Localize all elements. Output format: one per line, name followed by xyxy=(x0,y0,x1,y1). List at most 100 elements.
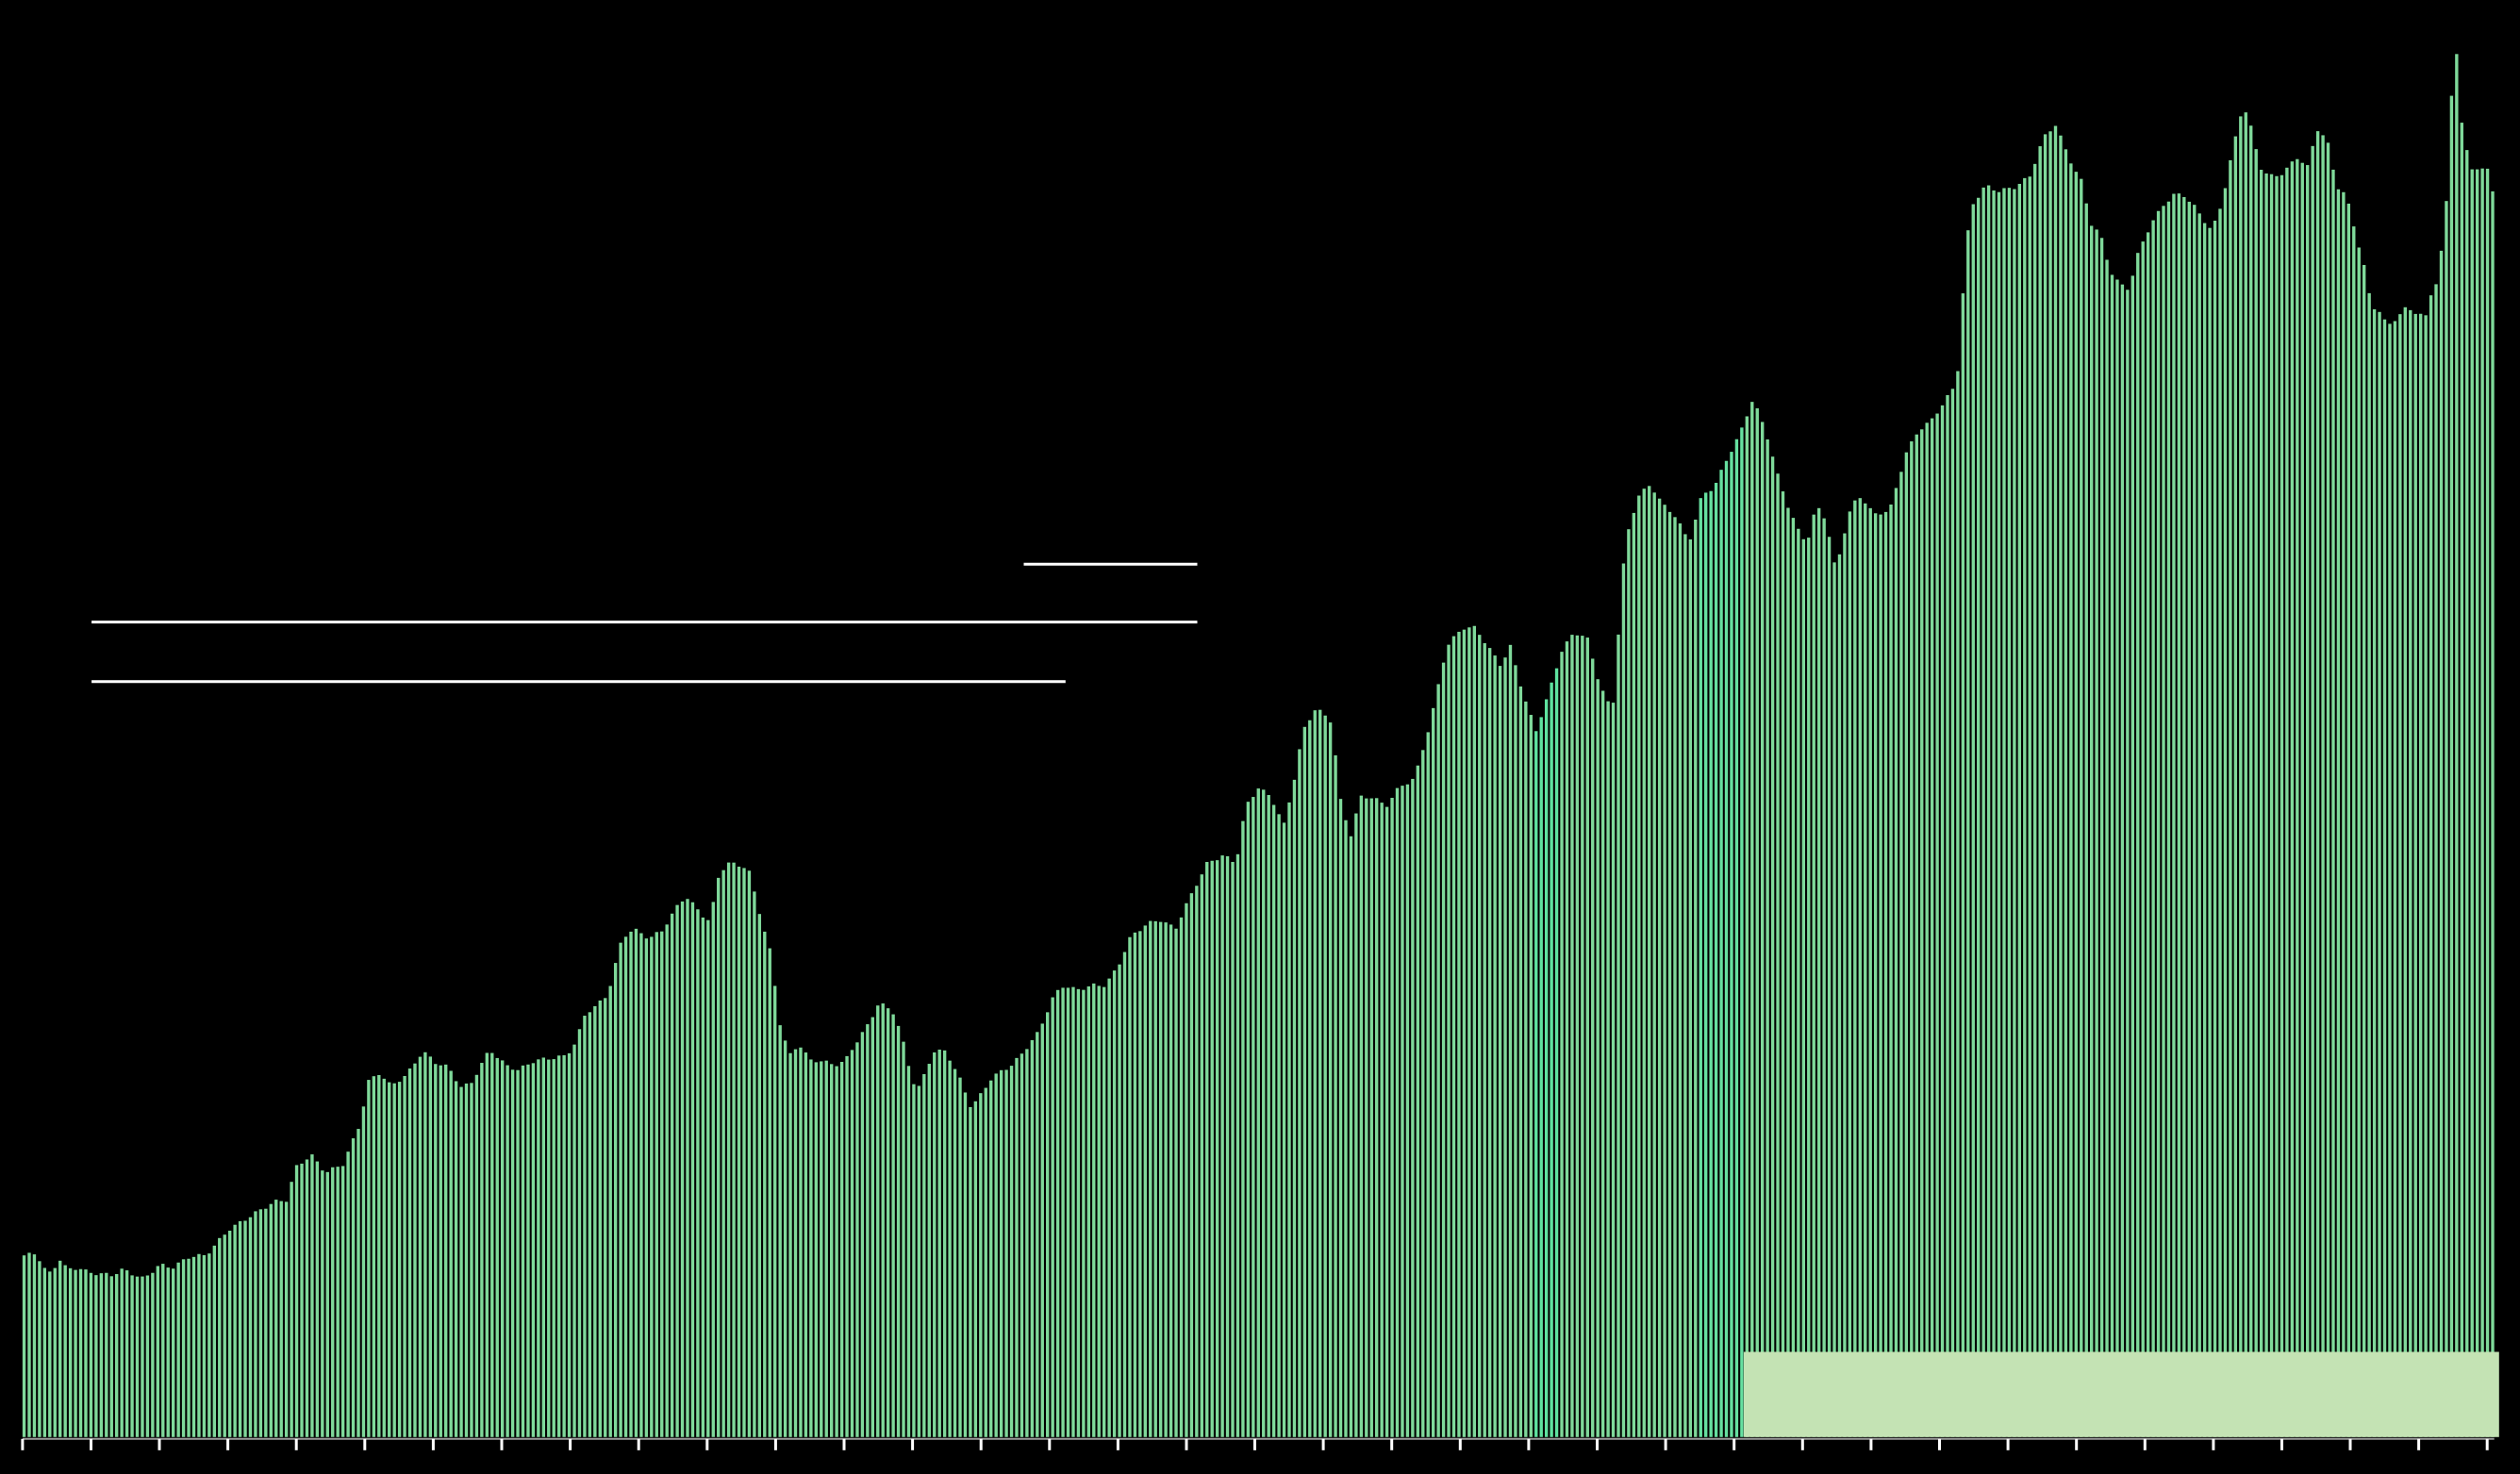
bar xyxy=(464,1083,469,1437)
bar xyxy=(2229,159,2232,1437)
bar xyxy=(1061,987,1065,1437)
bar xyxy=(1153,920,1157,1437)
bar xyxy=(753,891,756,1437)
bar xyxy=(490,1052,494,1437)
bar xyxy=(686,899,689,1437)
bar xyxy=(2475,169,2479,1437)
bar xyxy=(979,1093,983,1437)
bars-layer xyxy=(22,54,2495,1437)
bar xyxy=(690,902,695,1437)
bar xyxy=(1663,505,1666,1437)
bar xyxy=(1334,754,1337,1437)
bar xyxy=(1262,789,1266,1437)
bar xyxy=(1977,197,1981,1437)
bar xyxy=(1508,644,1513,1437)
bar xyxy=(1235,853,1240,1437)
bar xyxy=(1816,507,1821,1437)
bar xyxy=(1107,978,1111,1437)
bar xyxy=(2460,123,2463,1437)
bar xyxy=(639,933,643,1437)
bar xyxy=(459,1086,463,1437)
bar xyxy=(151,1272,155,1437)
bar xyxy=(1030,1039,1035,1437)
bar xyxy=(623,936,628,1437)
bar xyxy=(1910,441,1914,1437)
bar xyxy=(644,938,649,1437)
bar xyxy=(2074,172,2079,1437)
bar xyxy=(1195,886,1199,1437)
bar xyxy=(1020,1053,1024,1437)
bar xyxy=(1755,407,1759,1437)
x-axis-ticks xyxy=(21,1438,2489,1450)
bar xyxy=(2418,313,2423,1437)
bar xyxy=(1375,798,1379,1437)
bar xyxy=(1657,498,1662,1437)
bar xyxy=(1112,970,1117,1437)
bar xyxy=(1524,701,1528,1437)
bar xyxy=(2470,169,2474,1437)
bar xyxy=(1390,798,1394,1437)
bar xyxy=(2166,201,2171,1437)
bar xyxy=(470,1083,473,1437)
bar xyxy=(675,904,679,1437)
bar xyxy=(1411,778,1415,1437)
bar xyxy=(537,1059,540,1437)
bar xyxy=(124,1270,129,1437)
bar xyxy=(279,1201,283,1437)
bar xyxy=(2342,191,2346,1437)
bar xyxy=(1416,765,1420,1437)
bar xyxy=(1930,418,1934,1437)
bar xyxy=(207,1253,211,1437)
bar xyxy=(2455,54,2459,1437)
bar xyxy=(2105,259,2109,1437)
bar xyxy=(953,1068,957,1437)
bar xyxy=(2409,309,2412,1437)
bar xyxy=(2388,323,2392,1437)
bar xyxy=(984,1087,987,1437)
bar xyxy=(223,1234,226,1437)
bar xyxy=(1133,932,1137,1437)
bar xyxy=(1252,797,1255,1437)
bar xyxy=(325,1171,329,1437)
bar xyxy=(1879,514,1882,1437)
bar xyxy=(1503,657,1507,1437)
bar xyxy=(84,1269,88,1437)
bar xyxy=(480,1063,484,1437)
bar xyxy=(768,948,771,1437)
bar xyxy=(1591,658,1595,1437)
bar xyxy=(1992,190,1996,1437)
bar xyxy=(876,1005,880,1437)
bar xyxy=(1981,187,1985,1437)
bar xyxy=(608,985,612,1437)
bar xyxy=(2378,311,2381,1437)
bar xyxy=(1225,855,1230,1437)
bar xyxy=(593,1005,597,1437)
bar xyxy=(2269,174,2274,1437)
bar xyxy=(721,869,725,1437)
bar xyxy=(321,1170,324,1437)
bar xyxy=(1899,472,1903,1437)
bar xyxy=(1864,503,1867,1437)
bar xyxy=(1627,529,1631,1437)
bar xyxy=(485,1052,489,1437)
bar xyxy=(176,1262,180,1437)
bar xyxy=(1581,636,1584,1437)
bar xyxy=(243,1220,247,1437)
bar xyxy=(1122,952,1127,1437)
bar xyxy=(1092,983,1096,1437)
bar xyxy=(269,1203,273,1437)
bar xyxy=(1688,539,1693,1437)
bar xyxy=(2172,193,2176,1437)
bar xyxy=(212,1245,216,1437)
bar xyxy=(1514,665,1517,1437)
bar xyxy=(2099,238,2104,1437)
bar xyxy=(2434,284,2438,1437)
bar xyxy=(1621,563,1626,1437)
bar xyxy=(2053,125,2058,1437)
bar xyxy=(665,924,669,1437)
bar xyxy=(423,1052,427,1437)
bar xyxy=(1308,720,1312,1437)
bar xyxy=(1740,427,1744,1437)
bar xyxy=(510,1069,515,1437)
